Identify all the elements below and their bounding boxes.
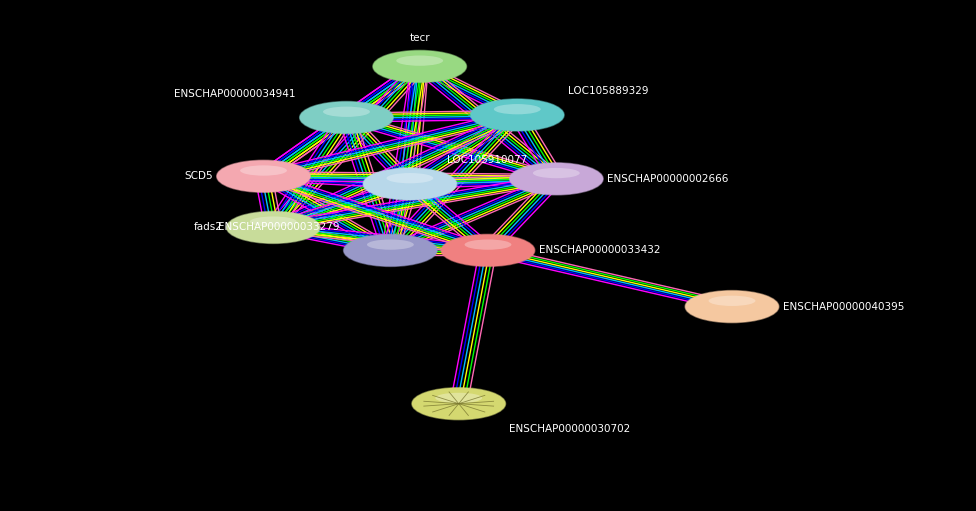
Ellipse shape [217, 160, 310, 192]
Ellipse shape [412, 388, 506, 420]
Ellipse shape [373, 51, 467, 82]
Text: ENSCHAP00000040395: ENSCHAP00000040395 [783, 301, 904, 312]
Text: LOC105910077: LOC105910077 [447, 155, 527, 166]
Ellipse shape [396, 56, 443, 66]
Ellipse shape [465, 240, 511, 250]
Ellipse shape [709, 296, 755, 306]
Text: tecr: tecr [409, 33, 430, 43]
Ellipse shape [250, 217, 297, 227]
Text: ENSCHAP00000033432: ENSCHAP00000033432 [539, 245, 660, 256]
Text: LOC105889329: LOC105889329 [568, 86, 648, 97]
Ellipse shape [323, 107, 370, 117]
Ellipse shape [367, 240, 414, 250]
Ellipse shape [470, 99, 564, 131]
Ellipse shape [533, 168, 580, 178]
Ellipse shape [226, 212, 320, 243]
Text: SCD5: SCD5 [184, 171, 213, 181]
Text: ENSCHAP00000033279: ENSCHAP00000033279 [219, 222, 340, 232]
Ellipse shape [494, 104, 541, 114]
Ellipse shape [441, 235, 535, 266]
Text: ENSCHAP00000034941: ENSCHAP00000034941 [175, 89, 296, 99]
Text: fads2: fads2 [193, 222, 223, 233]
Ellipse shape [240, 166, 287, 176]
Ellipse shape [300, 102, 393, 133]
Text: ENSCHAP00000030702: ENSCHAP00000030702 [509, 424, 630, 434]
Ellipse shape [435, 393, 482, 403]
Text: ENSCHAP00000002666: ENSCHAP00000002666 [607, 174, 728, 184]
Ellipse shape [509, 163, 603, 195]
Ellipse shape [685, 291, 779, 322]
Ellipse shape [386, 173, 433, 183]
Ellipse shape [344, 235, 437, 266]
Ellipse shape [363, 168, 457, 200]
